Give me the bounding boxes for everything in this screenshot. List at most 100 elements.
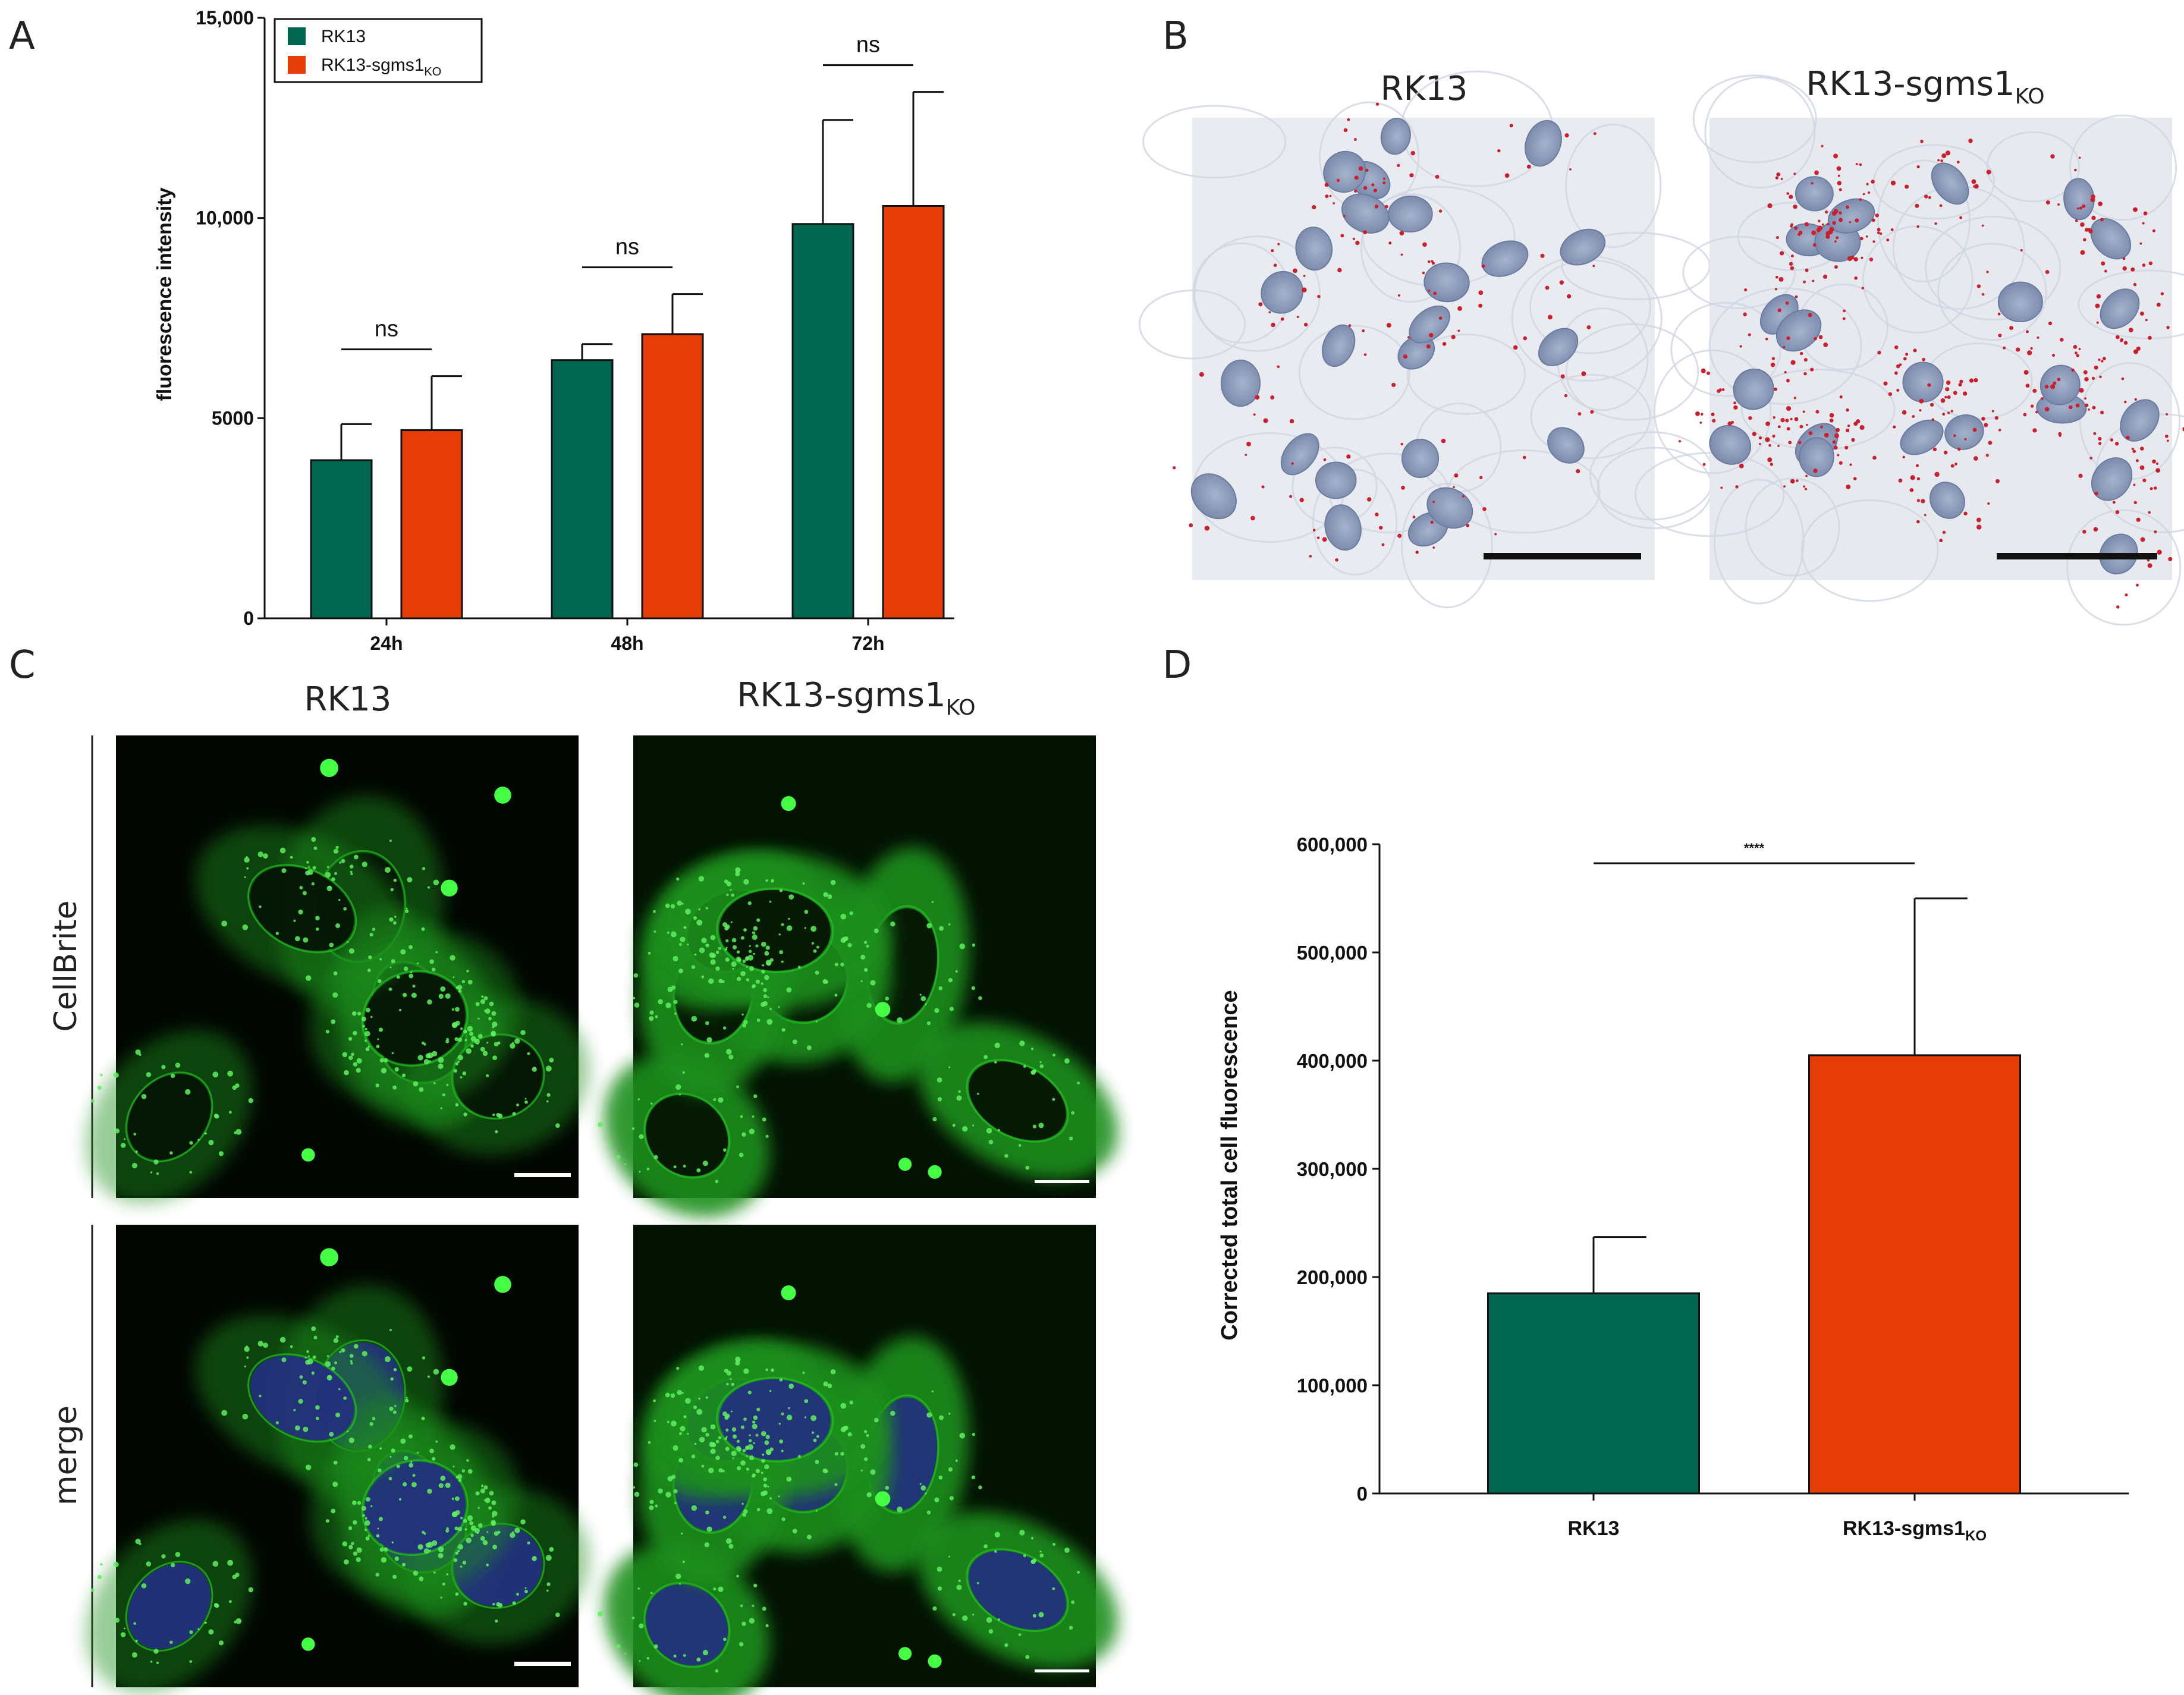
chart-d-bars (1487, 897, 2021, 1495)
panel-b-letter: B (1162, 14, 1189, 58)
red-dot (1388, 241, 1392, 245)
vesicle (398, 1008, 402, 1012)
vesicle (764, 1464, 769, 1470)
vesicle (491, 1520, 496, 1526)
red-dot (1790, 254, 1794, 258)
vesicle (438, 1553, 444, 1559)
red-dot (1855, 218, 1859, 223)
red-dot (1790, 479, 1795, 484)
red-dot (1916, 477, 1921, 480)
vesicle (153, 1649, 159, 1654)
red-dot (1397, 533, 1402, 538)
red-dot (2110, 438, 2114, 442)
vesicle (549, 1058, 554, 1063)
vesicle (450, 955, 455, 961)
vesicle (747, 901, 752, 905)
red-dot (1255, 395, 1260, 400)
vesicle (161, 1554, 166, 1559)
vesicle (379, 1058, 384, 1063)
vesicle (335, 1335, 339, 1338)
red-dot (1497, 149, 1501, 153)
red-dot (1845, 205, 1849, 209)
vesicle (646, 1656, 650, 1660)
red-dot (2136, 517, 2141, 522)
vesicle (653, 1644, 658, 1649)
x-tick-label-main: RK13 (1568, 1517, 1620, 1540)
nucleus (1795, 176, 1834, 212)
vesicle (699, 1436, 705, 1443)
red-dot (1974, 378, 1978, 383)
vesicle (429, 1448, 434, 1454)
vesicle (197, 1628, 200, 1630)
red-dot (1478, 290, 1484, 295)
red-dot (2030, 404, 2034, 408)
vesicle (840, 962, 844, 967)
red-dot (1976, 517, 1981, 523)
vesicle (792, 1039, 797, 1045)
vesicle (464, 1039, 467, 1042)
vesicle (722, 1469, 725, 1473)
vesicle (705, 1396, 708, 1399)
red-dot (1790, 417, 1793, 420)
nucleus (1426, 487, 1473, 529)
vesicle (834, 1483, 838, 1486)
red-dot (1299, 498, 1304, 502)
red-dot (1438, 316, 1443, 320)
vesicle (133, 1622, 136, 1625)
vesicle (463, 1112, 467, 1117)
vesicle (333, 971, 338, 976)
vesicle (483, 996, 488, 1001)
vesicle (937, 1097, 942, 1102)
vesicle (701, 1427, 707, 1433)
vesicle (710, 1424, 716, 1430)
red-dot (1803, 280, 1806, 284)
vesicle (349, 1354, 354, 1358)
vesicle (221, 1410, 228, 1416)
vesicle (432, 1540, 438, 1546)
vesicle (466, 1459, 469, 1462)
vesicle (315, 1417, 319, 1420)
vesicle (732, 968, 734, 970)
vesicle (512, 1601, 516, 1605)
vesicle (788, 1383, 794, 1389)
vesicle (432, 967, 436, 971)
vesicle (958, 1090, 961, 1093)
vesicle (491, 1011, 496, 1016)
vesicle (361, 1016, 367, 1022)
red-dot (1849, 463, 1852, 466)
vesicle (753, 1415, 758, 1420)
red-dot (1770, 463, 1773, 466)
vesicle (765, 1435, 770, 1439)
vesicle (731, 1427, 737, 1432)
red-dot (1426, 344, 1431, 349)
red-dot (1861, 256, 1864, 259)
vesicle (446, 1573, 449, 1575)
red-dot (1998, 334, 2002, 338)
red-dot (1839, 188, 1842, 191)
red-dot (1916, 499, 1921, 502)
vesicle (687, 1432, 689, 1435)
vesicle (555, 1123, 560, 1128)
vesicle (649, 1016, 654, 1021)
red-dot (1888, 392, 1893, 397)
vesicle (722, 980, 725, 983)
vesicle (682, 1071, 685, 1074)
vesicle (709, 952, 715, 958)
vesicle (450, 1444, 455, 1450)
red-dot (2155, 468, 2160, 473)
vesicle (687, 943, 689, 946)
red-dot (1985, 454, 1989, 457)
bright-spot (928, 1654, 942, 1668)
vesicle (778, 1422, 781, 1425)
vesicle (778, 1495, 780, 1498)
vesicle (616, 1644, 621, 1649)
vesicle (764, 951, 769, 956)
red-dot (2140, 537, 2145, 542)
vesicle (849, 1400, 853, 1405)
vesicle (464, 1528, 467, 1531)
vesicle (492, 1511, 498, 1517)
red-dot (1793, 172, 1796, 175)
red-dot (1803, 358, 1808, 362)
vesicle (457, 1060, 460, 1063)
vesicle (1018, 1633, 1022, 1636)
